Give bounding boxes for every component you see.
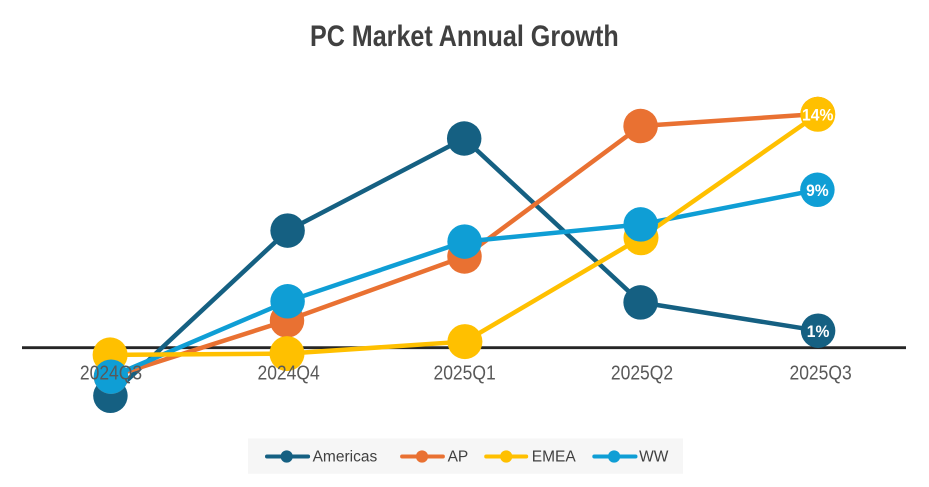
svg-text:14%: 14% [802,106,834,125]
svg-text:2025Q2: 2025Q2 [611,361,673,383]
svg-text:2025Q1: 2025Q1 [433,361,495,383]
svg-text:1%: 1% [807,322,830,341]
svg-text:2024Q4: 2024Q4 [257,361,319,383]
svg-text:2024Q3: 2024Q3 [80,361,142,383]
svg-text:PC Market Annual Growth: PC Market Annual Growth [310,19,619,53]
svg-text:AP: AP [448,448,469,465]
svg-text:Americas: Americas [313,448,378,465]
svg-text:EMEA: EMEA [532,448,577,465]
svg-text:WW: WW [639,448,669,465]
svg-text:2025Q3: 2025Q3 [789,361,851,383]
svg-text:9%: 9% [806,181,829,200]
